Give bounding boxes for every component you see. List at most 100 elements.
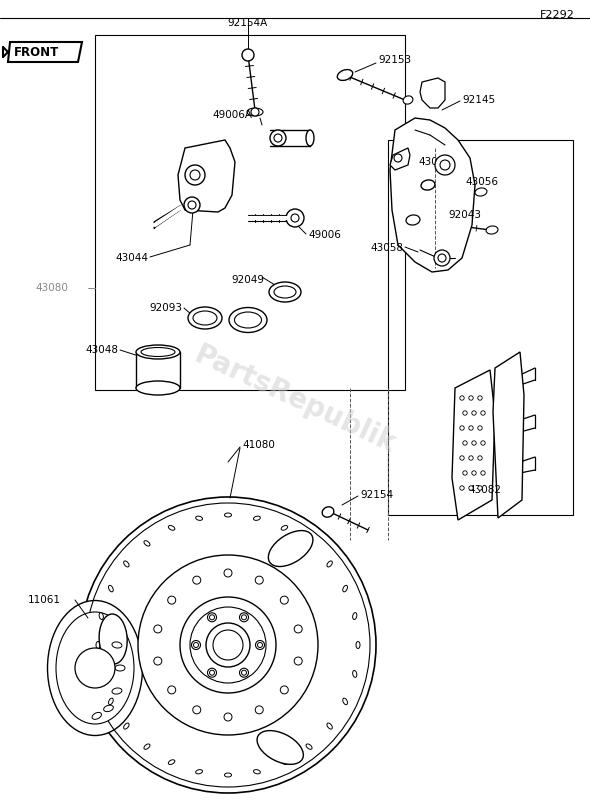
Ellipse shape: [115, 665, 125, 671]
Circle shape: [435, 155, 455, 175]
Ellipse shape: [136, 381, 180, 395]
Ellipse shape: [144, 744, 150, 750]
Ellipse shape: [92, 713, 101, 719]
Ellipse shape: [168, 526, 175, 530]
Circle shape: [209, 614, 215, 620]
Bar: [136, 352, 180, 388]
Ellipse shape: [306, 130, 314, 146]
Circle shape: [294, 625, 302, 633]
Ellipse shape: [136, 345, 180, 359]
Text: 49006: 49006: [308, 230, 341, 240]
Ellipse shape: [254, 770, 260, 774]
Ellipse shape: [112, 642, 122, 648]
Circle shape: [75, 648, 115, 688]
Polygon shape: [178, 140, 235, 212]
Circle shape: [481, 411, 485, 415]
Circle shape: [206, 623, 250, 667]
Ellipse shape: [254, 516, 260, 520]
Circle shape: [472, 441, 476, 445]
Circle shape: [208, 668, 217, 678]
Circle shape: [240, 613, 248, 622]
Circle shape: [460, 456, 464, 460]
Ellipse shape: [99, 670, 103, 678]
Circle shape: [255, 576, 263, 584]
Circle shape: [460, 426, 464, 430]
Circle shape: [270, 130, 286, 146]
Circle shape: [469, 426, 473, 430]
Ellipse shape: [193, 311, 217, 325]
Circle shape: [469, 396, 473, 400]
Circle shape: [434, 250, 450, 266]
Ellipse shape: [112, 688, 122, 694]
Ellipse shape: [257, 730, 303, 764]
Ellipse shape: [281, 760, 288, 765]
Circle shape: [478, 396, 482, 400]
Text: F2292: F2292: [540, 10, 575, 20]
Ellipse shape: [168, 760, 175, 765]
Circle shape: [478, 426, 482, 430]
Bar: [388, 140, 573, 515]
Circle shape: [154, 625, 162, 633]
Ellipse shape: [306, 541, 312, 546]
Ellipse shape: [486, 226, 498, 234]
Text: 92154: 92154: [360, 490, 393, 500]
Ellipse shape: [196, 770, 202, 774]
Circle shape: [184, 197, 200, 213]
Ellipse shape: [322, 507, 334, 517]
Ellipse shape: [56, 612, 134, 724]
Circle shape: [294, 657, 302, 665]
Circle shape: [188, 201, 196, 209]
Text: 11061: 11061: [28, 595, 61, 605]
Circle shape: [469, 456, 473, 460]
Polygon shape: [8, 42, 82, 62]
Ellipse shape: [274, 286, 296, 298]
Text: 92154A: 92154A: [228, 18, 268, 28]
Ellipse shape: [403, 96, 413, 104]
Text: 41080: 41080: [242, 440, 275, 450]
Circle shape: [463, 411, 467, 415]
Circle shape: [213, 630, 243, 660]
Ellipse shape: [353, 670, 357, 678]
Circle shape: [242, 49, 254, 61]
Text: 43080: 43080: [35, 283, 68, 293]
Ellipse shape: [421, 180, 435, 190]
Circle shape: [291, 214, 299, 222]
Circle shape: [138, 555, 318, 735]
Ellipse shape: [327, 561, 332, 567]
Ellipse shape: [144, 541, 150, 546]
Polygon shape: [420, 78, 445, 108]
Circle shape: [240, 668, 248, 678]
Circle shape: [241, 670, 247, 675]
Ellipse shape: [356, 642, 360, 649]
Ellipse shape: [234, 312, 261, 328]
Circle shape: [481, 470, 485, 475]
Circle shape: [286, 209, 304, 227]
Text: 43044: 43044: [115, 253, 148, 263]
Ellipse shape: [48, 601, 143, 735]
Circle shape: [460, 396, 464, 400]
Circle shape: [255, 641, 264, 650]
Circle shape: [469, 486, 473, 490]
Circle shape: [209, 670, 215, 675]
Text: 92145: 92145: [462, 95, 495, 105]
Ellipse shape: [109, 586, 113, 592]
Text: 92153: 92153: [378, 55, 411, 65]
Ellipse shape: [124, 723, 129, 729]
Ellipse shape: [124, 561, 129, 567]
Circle shape: [168, 686, 176, 694]
Circle shape: [185, 165, 205, 185]
Text: FRONT: FRONT: [14, 46, 59, 58]
Polygon shape: [493, 352, 524, 518]
Text: PartsRepublik: PartsRepublik: [190, 341, 400, 459]
Ellipse shape: [247, 108, 263, 116]
Bar: [95, 35, 405, 390]
Circle shape: [463, 470, 467, 475]
Text: 43048: 43048: [85, 345, 118, 355]
Circle shape: [257, 642, 263, 647]
Text: 43058: 43058: [370, 243, 403, 253]
Ellipse shape: [196, 516, 202, 520]
Text: 92043: 92043: [448, 210, 481, 220]
Ellipse shape: [99, 614, 127, 664]
Ellipse shape: [475, 188, 487, 196]
Circle shape: [463, 441, 467, 445]
